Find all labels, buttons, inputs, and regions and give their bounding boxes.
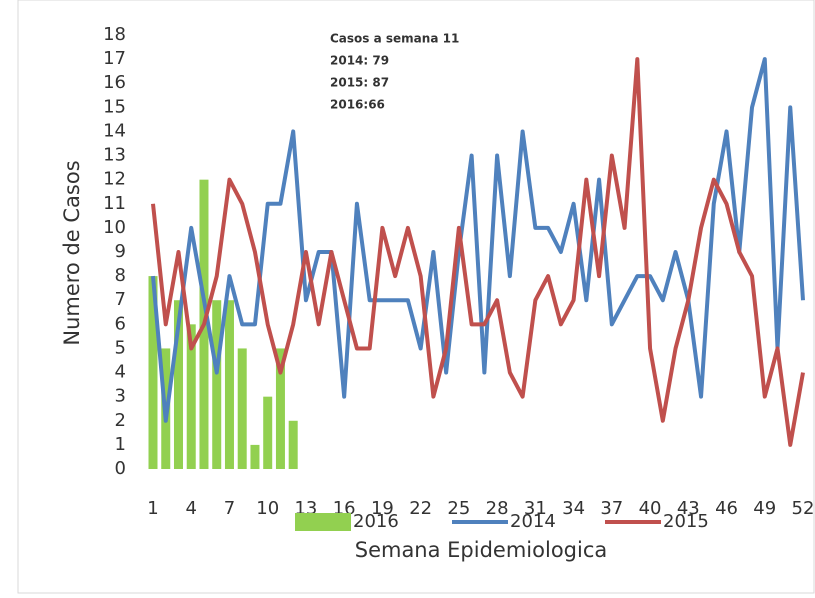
legend-label: 2014 [510,511,556,532]
bar [237,348,247,469]
y-tick-label: 5 [115,337,126,358]
line [151,57,805,423]
x-tick-label: 52 [792,498,815,519]
x-axis-title: Semana Epidemiologica [355,538,608,562]
y-tick-label: 4 [115,362,126,383]
annotation: 2015: 87 [330,76,389,90]
x-tick-label: 43 [677,498,700,519]
x-tick-label: 40 [639,498,662,519]
bar [224,300,234,469]
y-tick-label: 2 [115,410,126,431]
x-tick-label: 28 [486,498,509,519]
x-tick-label: 19 [371,498,394,519]
y-tick-label: 15 [103,96,126,117]
x-tick-label: 10 [256,498,279,519]
x-tick-label: 46 [715,498,738,519]
x-tick-label: 4 [186,498,197,519]
bar [263,396,273,469]
x-tick-label: 1 [147,498,158,519]
line [151,57,805,447]
x-tick-label: 7 [224,498,235,519]
x-tick-label: 25 [447,498,470,519]
legend-swatch [295,513,351,531]
x-tick-label: 49 [753,498,776,519]
bar [288,420,298,469]
y-tick-label: 14 [103,120,126,141]
y-tick-label: 17 [103,48,126,69]
annotation: 2016:66 [330,98,385,112]
bar [148,276,158,469]
legend-label: 2016 [353,511,399,532]
y-tick-label: 7 [115,289,126,310]
x-tick-label: 31 [524,498,547,519]
legend-label: 2015 [663,511,709,532]
y-tick-label: 16 [103,72,126,93]
y-tick-label: 3 [115,386,126,407]
y-tick-label: 0 [115,458,126,479]
annotation: Casos a semana 11 [330,32,459,46]
y-tick-label: 8 [115,265,126,286]
bar [212,300,222,469]
y-tick-label: 9 [115,241,126,262]
y-tick-label: 18 [103,24,126,45]
y-tick-label: 12 [103,169,126,190]
y-axis-title: Numero de Casos [60,160,84,345]
x-tick-label: 34 [562,498,585,519]
bar [173,300,183,469]
x-tick-label: 22 [409,498,432,519]
bar [275,348,285,469]
y-tick-label: 1 [115,434,126,455]
y-tick-label: 10 [103,217,126,238]
y-tick-label: 11 [103,193,126,214]
x-tick-label: 37 [600,498,623,519]
y-tick-label: 6 [115,313,126,334]
bar [250,444,260,469]
y-tick-label: 13 [103,145,126,166]
bar [186,324,196,469]
annotation: 2014: 79 [330,54,389,68]
